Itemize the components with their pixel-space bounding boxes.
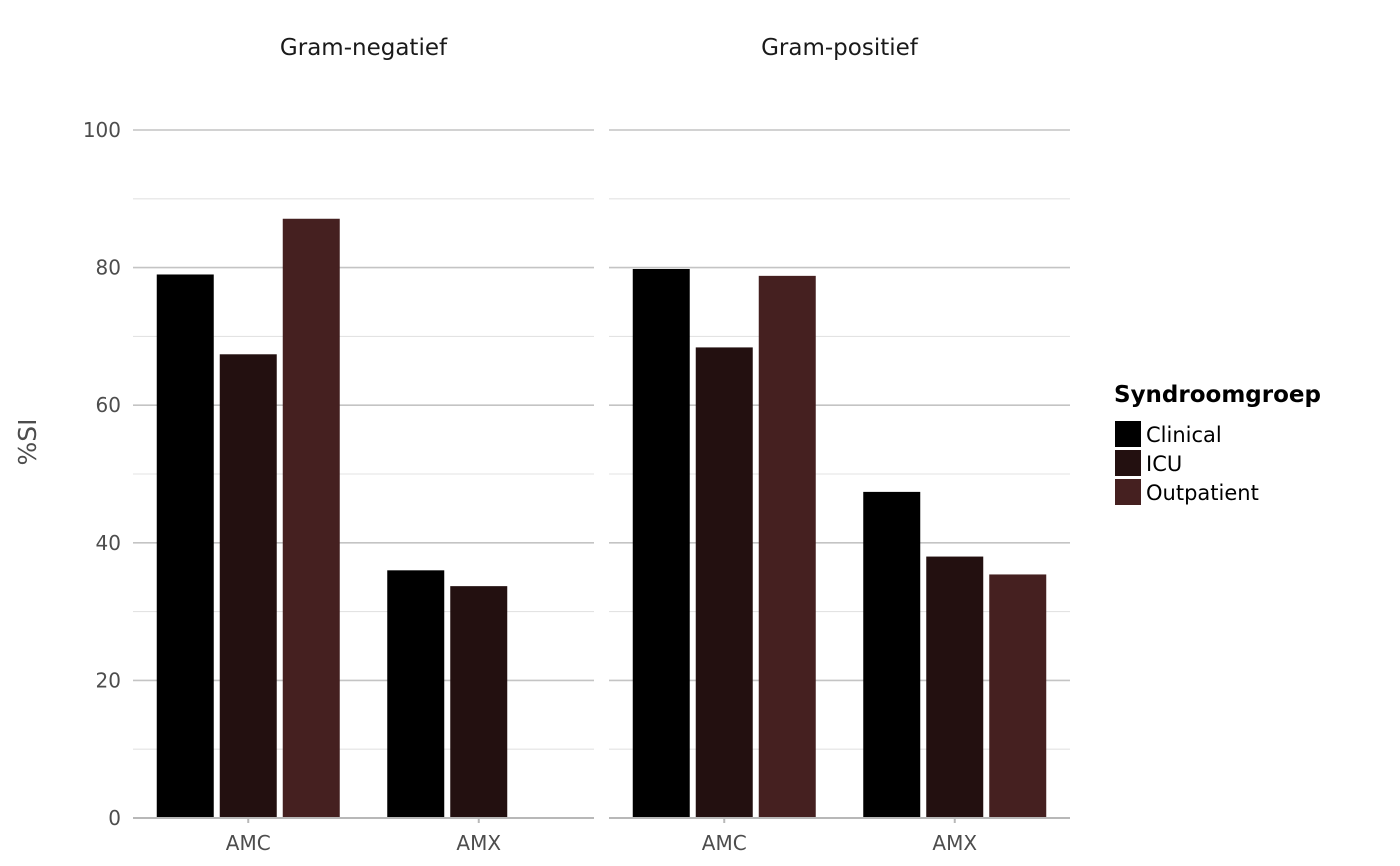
legend: Syndroomgroep Clinical ICU Outpatient [1114, 382, 1321, 505]
bar-1-amc-icu [695, 347, 753, 818]
legend-label-outpatient: Outpatient [1146, 481, 1259, 505]
facet-panel-1: Gram-negatief AMC AMX [133, 35, 594, 855]
bar-0-amx-icu [450, 586, 508, 818]
bar-0-amc-outpatient [282, 218, 340, 818]
y-tick-label: 80 [96, 256, 121, 280]
bar-1-amx-icu [926, 556, 984, 818]
y-axis-ticks: 0 20 40 60 80 100 [83, 118, 121, 830]
legend-title: Syndroomgroep [1114, 382, 1321, 408]
x-tick-label: AMX [932, 831, 977, 855]
bar-0-amx-clinical [387, 570, 445, 818]
y-tick-label: 100 [83, 118, 121, 142]
legend-swatch-outpatient [1115, 479, 1141, 505]
facet-label: Gram-positief [761, 35, 919, 61]
x-tick-label: AMX [456, 831, 501, 855]
legend-swatch-clinical [1115, 421, 1141, 447]
bar-1-amc-clinical [632, 268, 690, 818]
y-tick-label: 60 [96, 393, 121, 417]
bar-0-amc-icu [219, 354, 277, 818]
y-tick-label: 0 [108, 806, 121, 830]
facet-panel-2: Gram-positief AMC AMX [609, 35, 1070, 855]
legend-label-icu: ICU [1146, 452, 1182, 476]
bar-1-amx-clinical [863, 491, 921, 818]
y-axis-label: %SI [13, 419, 42, 466]
legend-items: Clinical ICU Outpatient [1115, 421, 1259, 505]
bar-0-amc-clinical [156, 274, 214, 819]
bar-1-amc-outpatient [758, 275, 816, 819]
bar-1-amx-outpatient [989, 574, 1047, 818]
legend-swatch-icu [1115, 450, 1141, 476]
facet-label: Gram-negatief [280, 35, 448, 61]
x-tick-label: AMC [702, 831, 747, 855]
y-tick-label: 40 [96, 531, 121, 555]
legend-label-clinical: Clinical [1146, 423, 1222, 447]
y-tick-label: 20 [96, 668, 121, 692]
chart-panels: Gram-negatief AMC AMX Gram-positief AMC AMX 0 2… [83, 35, 1070, 855]
x-tick-label: AMC [226, 831, 271, 855]
